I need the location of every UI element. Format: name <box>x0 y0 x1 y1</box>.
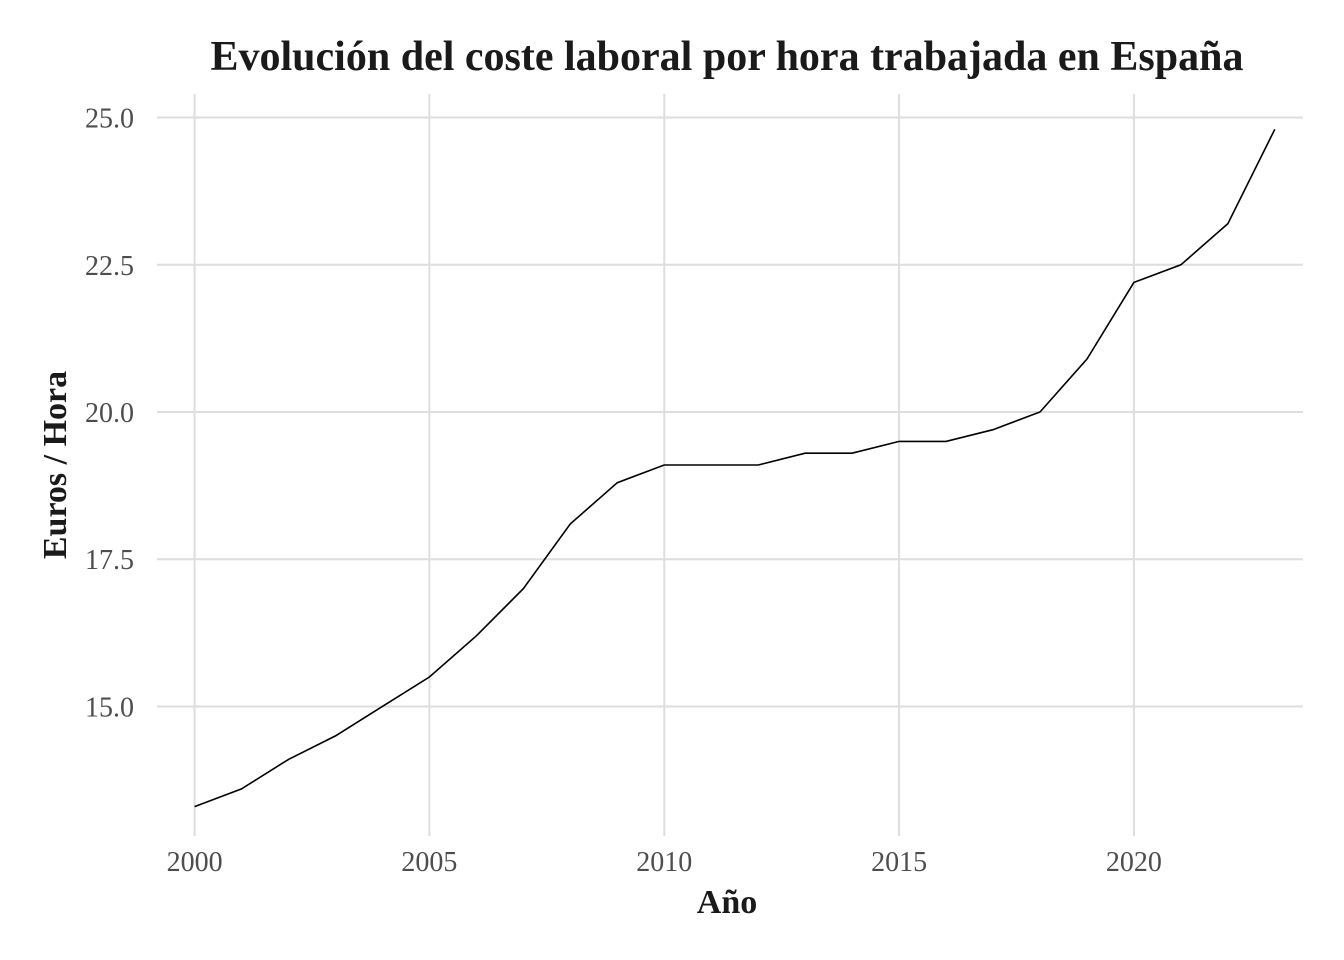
x-tick-label: 2020 <box>1106 847 1162 878</box>
y-tick-label: 15.0 <box>85 692 134 723</box>
series-line <box>194 128 1276 808</box>
series-layer <box>194 128 1276 808</box>
x-tick-label: 2015 <box>871 847 927 878</box>
y-tick-label: 22.5 <box>85 251 134 282</box>
x-axis-title: Año <box>697 884 757 921</box>
y-axis-tick-labels: 15.0 17.5 20.0 22.5 25.0 <box>85 104 134 724</box>
x-tick-label: 2000 <box>167 847 223 878</box>
grid-lines <box>157 94 1303 836</box>
y-tick-label: 17.5 <box>85 545 134 576</box>
x-tick-label: 2010 <box>636 847 692 878</box>
y-tick-label: 25.0 <box>85 104 134 135</box>
y-axis-title: Euros / Hora <box>37 371 74 559</box>
x-axis-tick-labels: 2000 2005 2010 2015 2020 <box>167 847 1162 878</box>
y-tick-label: 20.0 <box>85 398 134 429</box>
chart-title: Evolución del coste laboral por hora tra… <box>211 34 1244 80</box>
x-tick-label: 2005 <box>401 847 457 878</box>
